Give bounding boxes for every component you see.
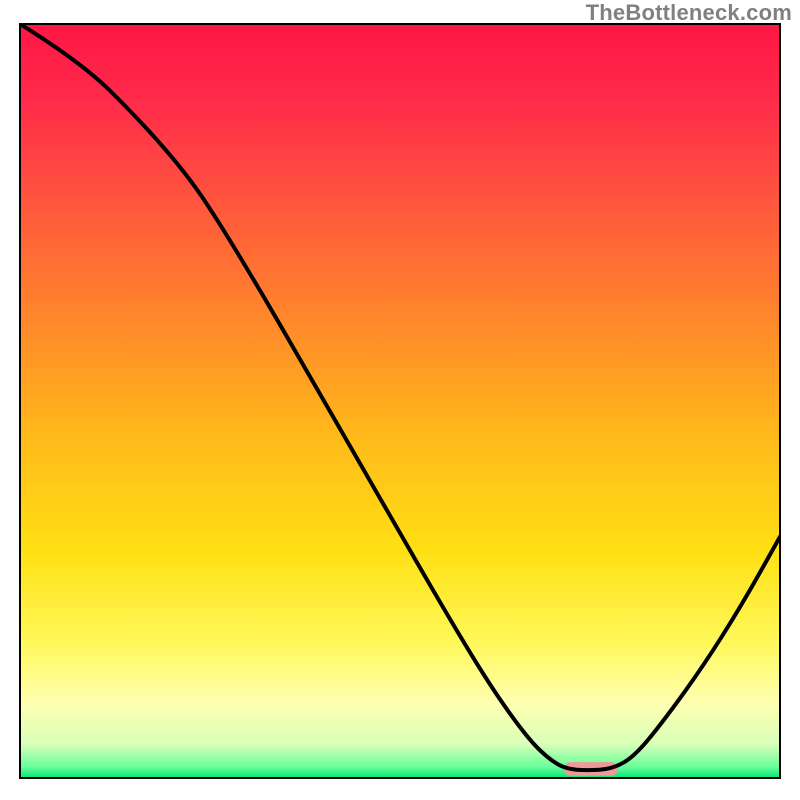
chart-container: TheBottleneck.com bbox=[0, 0, 800, 800]
plot-area bbox=[20, 24, 780, 778]
bottleneck-chart bbox=[0, 0, 800, 800]
gradient-background bbox=[20, 24, 780, 778]
watermark-text: TheBottleneck.com bbox=[586, 0, 792, 26]
